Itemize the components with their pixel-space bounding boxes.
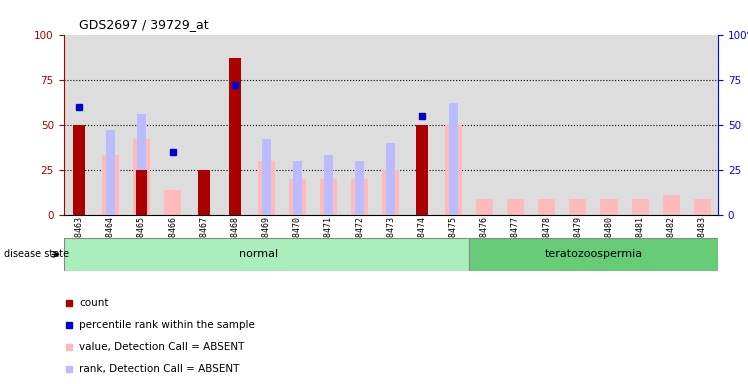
Bar — [64, 238, 469, 271]
Bar — [476, 199, 493, 215]
Bar — [282, 35, 313, 215]
Bar — [219, 35, 251, 215]
Text: count: count — [79, 298, 108, 308]
Bar — [262, 139, 271, 215]
Bar — [351, 179, 368, 215]
Bar — [157, 35, 188, 215]
Bar — [135, 170, 147, 215]
Bar — [593, 35, 625, 215]
Bar — [133, 139, 150, 215]
Bar — [469, 238, 718, 271]
Text: disease state: disease state — [4, 249, 69, 260]
Bar — [293, 161, 301, 215]
Text: normal: normal — [239, 249, 278, 260]
Text: GDS2697 / 39729_at: GDS2697 / 39729_at — [79, 18, 208, 31]
Bar — [601, 199, 618, 215]
Bar — [438, 35, 469, 215]
Bar — [694, 199, 711, 215]
Bar — [500, 35, 531, 215]
Bar — [313, 35, 344, 215]
Bar — [344, 35, 375, 215]
Bar — [73, 125, 85, 215]
Bar — [137, 114, 146, 215]
Bar — [257, 161, 275, 215]
Bar — [382, 170, 399, 215]
Bar — [387, 143, 395, 215]
Bar — [289, 179, 306, 215]
Text: value, Detection Call = ABSENT: value, Detection Call = ABSENT — [79, 342, 245, 352]
Bar — [251, 35, 282, 215]
Bar — [569, 199, 586, 215]
Bar — [469, 35, 500, 215]
Bar — [188, 35, 219, 215]
Bar — [164, 190, 181, 215]
Bar — [625, 35, 656, 215]
Bar — [416, 125, 428, 215]
Bar — [631, 199, 649, 215]
Bar — [320, 179, 337, 215]
Bar — [200, 179, 208, 215]
Bar — [375, 35, 406, 215]
Bar — [656, 35, 687, 215]
Bar — [95, 35, 126, 215]
Bar — [64, 35, 95, 215]
Bar — [406, 35, 438, 215]
Text: percentile rank within the sample: percentile rank within the sample — [79, 320, 255, 330]
Bar — [538, 199, 555, 215]
Bar — [449, 103, 458, 215]
Bar — [126, 35, 157, 215]
Bar — [106, 130, 114, 215]
Bar — [507, 199, 524, 215]
Bar — [444, 125, 462, 215]
Bar — [355, 161, 364, 215]
Bar — [663, 195, 680, 215]
Bar — [687, 35, 718, 215]
Text: teratozoospermia: teratozoospermia — [545, 249, 643, 260]
Bar — [562, 35, 593, 215]
Bar — [324, 156, 333, 215]
Bar — [531, 35, 562, 215]
Bar — [102, 156, 119, 215]
Bar — [198, 170, 209, 215]
Text: rank, Detection Call = ABSENT: rank, Detection Call = ABSENT — [79, 364, 239, 374]
Bar — [229, 58, 241, 215]
